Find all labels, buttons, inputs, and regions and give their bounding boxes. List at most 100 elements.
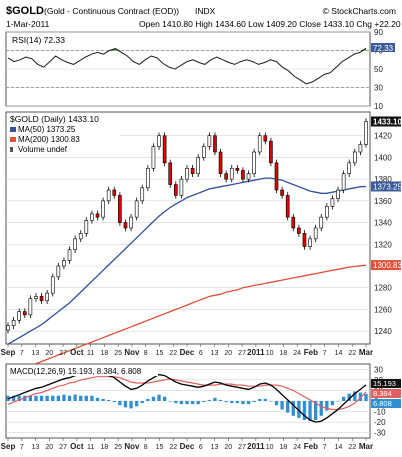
histogram-bar <box>129 401 133 409</box>
candle-body <box>269 140 273 164</box>
candle-body <box>257 135 262 153</box>
price-x-tick-label: 27 <box>59 350 67 357</box>
rsi-line <box>7 47 367 85</box>
price-x-tick-label: 6 <box>199 350 203 357</box>
candle-body <box>297 227 301 234</box>
macd-tick-label: -20 <box>374 418 386 427</box>
legend-ma200: MA(200) 1300.83 <box>18 135 80 144</box>
candle-body <box>352 151 357 164</box>
ma50-value-box <box>371 181 401 192</box>
close-value-box <box>371 116 401 127</box>
macd-x-tick-label: 20 <box>224 444 232 451</box>
price-x-tick-label: 22 <box>348 350 356 357</box>
histogram-bar <box>269 401 273 402</box>
price-x-tick-label: 11 <box>87 350 94 357</box>
macd-x-tick-label: 11 <box>87 444 94 451</box>
histogram-bar <box>297 401 301 418</box>
candle-body <box>319 216 324 229</box>
volume-swatch <box>10 147 13 152</box>
histogram-bar <box>364 393 368 401</box>
price-x-tick-label: Nov <box>124 348 140 357</box>
price-x-tick-label: Mar <box>359 348 373 357</box>
histogram-bar <box>79 395 83 401</box>
price-x-tick-label: 18 <box>100 350 108 357</box>
macd-x-tick-label: 27 <box>59 444 67 451</box>
histogram-bar <box>101 398 105 401</box>
candle-body <box>280 189 284 196</box>
histogram-bar <box>67 395 72 401</box>
macd-x-tick-label: Sep <box>1 442 16 451</box>
histogram-bar <box>202 401 206 403</box>
candle-body <box>218 151 223 175</box>
candle-body <box>106 189 111 202</box>
histogram-bar <box>308 401 312 422</box>
histogram-bar <box>302 401 307 421</box>
candle-body <box>263 135 268 142</box>
histogram-bar <box>314 401 318 421</box>
legend-bg <box>8 114 120 156</box>
chart-header: $GOLD (Gold - Continuous Contract (EOD))… <box>6 5 402 29</box>
histogram-bar <box>95 397 100 401</box>
macd-x-tick-label: 14 <box>335 444 343 451</box>
histogram-bar <box>151 396 156 401</box>
histogram-bar <box>56 395 60 401</box>
candle-body <box>123 222 128 229</box>
histogram-bar <box>280 401 284 410</box>
hist-value-box <box>371 399 401 408</box>
date-label: 1-Mar-2011 <box>6 19 50 29</box>
candle-body <box>78 233 83 240</box>
candle-body <box>118 195 122 223</box>
macd-x-tick-label: 2011 <box>247 442 265 451</box>
ma200-value-label: 1300.83 <box>373 261 402 270</box>
price-tick-label: 1360 <box>374 197 392 206</box>
histogram-bar <box>168 401 172 402</box>
price-x-tick-label: 7 <box>323 350 327 357</box>
macd-x-tick-label: 8 <box>144 444 148 451</box>
candle-body <box>274 162 279 191</box>
macd-x-tick-label: 22 <box>348 444 356 451</box>
macd-value-label: 15.193 <box>373 379 396 388</box>
price-title: $GOLD (Daily) 1433.10 <box>10 114 99 124</box>
price-x-tick-label: Dec <box>180 348 195 357</box>
histogram-bar <box>291 401 295 416</box>
candle-body <box>190 167 195 175</box>
symbol-label: $GOLD <box>6 5 44 17</box>
histogram-bar <box>190 401 195 405</box>
candle-body <box>45 292 49 302</box>
legend-ma50: MA(50) 1373.25 <box>18 125 76 134</box>
candle-body <box>185 167 189 180</box>
candle-body <box>325 205 329 218</box>
macd-x-tick-label: Feb <box>304 442 318 451</box>
symbol-name: (Gold - Continuous Contract (EOD)) <box>44 6 179 16</box>
rsi-tick-label: 10 <box>374 102 383 111</box>
ma200-value-box <box>371 260 401 271</box>
candle-body <box>347 162 352 175</box>
price-tick-label: 1340 <box>374 219 392 228</box>
histogram-bar <box>140 401 144 404</box>
candle-body <box>246 173 251 180</box>
candle-body <box>341 173 346 191</box>
price-x-tick-label: 10 <box>266 350 274 357</box>
ma200-line <box>7 264 367 372</box>
histogram-bar <box>263 398 267 401</box>
candle-body <box>90 213 94 221</box>
histogram-bar <box>246 401 251 405</box>
histogram-bar <box>73 394 77 401</box>
rsi-value-box <box>371 43 395 52</box>
candle-body <box>157 135 161 147</box>
macd-x-tick-label: 15 <box>156 444 164 451</box>
macd-title-bg <box>8 366 158 376</box>
histogram-bar <box>241 401 245 405</box>
histogram-bar <box>90 395 94 401</box>
ma50-line <box>7 177 367 345</box>
hist-value-label: 6.808 <box>373 399 392 408</box>
macd-title: MACD(12,26,9) 15.193, 8.384, 6.808 <box>10 367 142 376</box>
histogram-bar <box>274 401 279 406</box>
price-x-tick-label: 20 <box>224 350 232 357</box>
exchange-label: INDX <box>195 6 216 16</box>
rsi-tick-label: 30 <box>374 84 383 93</box>
macd-x-tick-label: Nov <box>124 442 140 451</box>
histogram-bar <box>123 401 128 408</box>
macd-x-axis: Sep 7 13 20 27 Oct 11 18 25 Nov 8 15 22 Dec 6 13 20 27 201… <box>1 438 373 451</box>
histogram-bar <box>185 401 189 405</box>
